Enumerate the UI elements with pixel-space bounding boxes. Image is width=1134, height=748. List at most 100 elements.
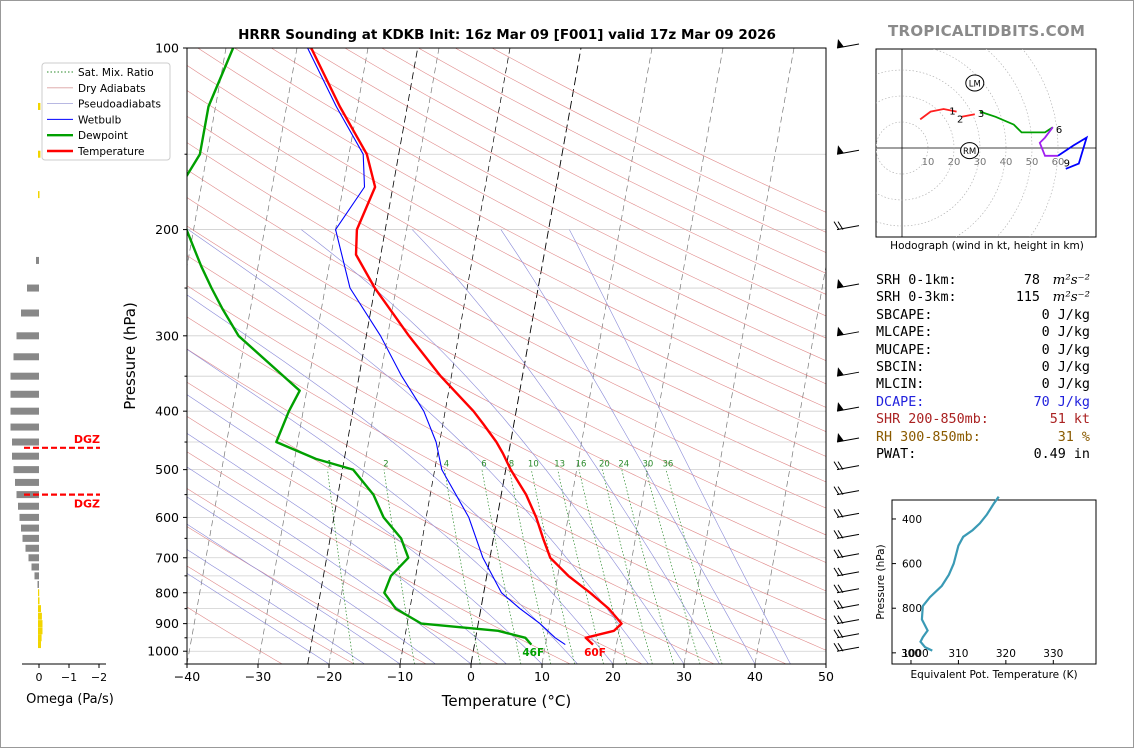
- y-tick-label: 1000: [147, 644, 179, 659]
- mixing-ratio-label: 24: [618, 460, 629, 470]
- omega-axis-label: Omega (Pa/s): [26, 692, 114, 707]
- barb-feather: [833, 549, 840, 559]
- barb-staff: [836, 553, 860, 559]
- x-axis-label: Temperature (°C): [441, 692, 571, 710]
- hodograph-ring: [1022, 49, 1059, 237]
- isotherm-line: [541, 48, 653, 664]
- barb-staff: [836, 633, 860, 639]
- index-value: 0 J/kg: [1041, 359, 1090, 375]
- barb-flag: [837, 39, 844, 48]
- mixing-ratio-label: 10: [528, 460, 539, 470]
- mixing-ratio-line: [557, 469, 604, 664]
- omega-bar: [38, 191, 40, 199]
- theta-e-y-tick-label: 1000: [902, 648, 929, 660]
- pseudoadiabat: [187, 294, 614, 664]
- x-tick-label: 20: [605, 669, 621, 684]
- wind-barb: [836, 39, 860, 49]
- dry-adiabat: [187, 142, 826, 483]
- hodograph-ring-label: 20: [948, 157, 961, 168]
- index-row: SBCAPE: 0 J/kg: [876, 307, 1090, 324]
- hodograph-trace: [1057, 135, 1089, 170]
- isotherm-line: [0, 48, 13, 664]
- pseudoadiabat: [187, 496, 436, 664]
- surface-dewpoint-label: 46F: [522, 647, 544, 659]
- index-value: 115: [1015, 290, 1040, 306]
- theta-e-x-tick-label: 330: [1043, 648, 1063, 660]
- hodograph-ring-label: 40: [1000, 157, 1013, 168]
- omega-bar: [38, 612, 42, 620]
- mixing-ratio-line: [383, 469, 415, 664]
- isotherm-line: [257, 48, 369, 664]
- hodograph-height-label: 3: [978, 109, 984, 120]
- barb-feather: [837, 567, 844, 577]
- isotherm-line: [683, 48, 795, 664]
- wind-barb: [833, 615, 860, 625]
- mixing-ratio-line: [444, 469, 481, 664]
- theta-e-x-tick-label: 300: [901, 648, 921, 660]
- omega-bar: [21, 524, 39, 532]
- wind-barb: [836, 367, 860, 377]
- omega-tick-label: 0: [36, 671, 43, 684]
- hodograph-ring-label: 30: [974, 157, 987, 168]
- wind-barb: [833, 642, 860, 652]
- omega-bar: [10, 423, 39, 431]
- index-value: 31 %: [1057, 429, 1090, 445]
- barb-staff: [836, 619, 860, 625]
- index-row: RH 300-850mb: 31 %: [876, 429, 1090, 446]
- isotherm-line: [470, 48, 582, 664]
- index-label: MUCAPE:: [876, 342, 933, 358]
- hodograph-height-label: 1: [949, 107, 955, 118]
- index-label: SBCIN:: [876, 359, 925, 375]
- y-tick-label: 700: [155, 550, 179, 565]
- mixing-ratio-line: [665, 469, 723, 664]
- barb-feather: [837, 530, 844, 539]
- index-row: MUCAPE: 0 J/kg: [876, 342, 1090, 359]
- theta-e-x-tick-label: 310: [948, 648, 968, 660]
- wind-barb: [836, 402, 860, 412]
- omega-bar: [12, 452, 39, 460]
- background-lines: 1 2 4 6 8 10 13 16 20 24 30 36: [0, 48, 826, 664]
- theta-e-frame: [891, 499, 1097, 665]
- index-row: SBCIN: 0 J/kg: [876, 359, 1090, 376]
- wind-barb: [833, 461, 860, 471]
- pseudoadiabat: [187, 466, 472, 664]
- barb-staff: [836, 512, 860, 518]
- hodograph-ring: [932, 49, 1007, 237]
- y-tick-label: 800: [155, 585, 179, 600]
- mixing-ratio-label: 30: [643, 460, 654, 470]
- theta-e-y-tick-label: 400: [902, 514, 922, 526]
- isotherm-line: [754, 264, 826, 664]
- barb-flag: [837, 367, 844, 377]
- y-tick-label: 900: [155, 616, 179, 631]
- x-tick-label: −20: [316, 669, 342, 684]
- mixing-ratio-line: [602, 469, 653, 664]
- index-label: SHR 200-850mb:: [876, 412, 989, 428]
- omega-bar: [38, 605, 41, 613]
- omega-bar: [18, 502, 39, 510]
- pseudoadiabat: [500, 229, 756, 664]
- wind-barb: [833, 486, 860, 496]
- x-tick-label: −10: [387, 669, 413, 684]
- legend-box: [41, 62, 171, 161]
- pseudoadiabat: [187, 523, 401, 664]
- barb-staff: [836, 490, 860, 496]
- omega-bar: [38, 620, 43, 628]
- dry-adiabat: [307, 48, 826, 317]
- x-tick-label: 40: [747, 669, 763, 684]
- omega-bar: [38, 634, 42, 642]
- wind-barb: [836, 433, 860, 443]
- barb-feather: [833, 509, 840, 518]
- dry-adiabat: [187, 348, 787, 664]
- legend-label: Pseudoadiabats: [78, 99, 161, 111]
- index-row: m²s⁻² SRH 0-1km: 78: [876, 272, 1090, 289]
- barb-feather: [837, 509, 844, 518]
- barb-flag: [837, 402, 844, 412]
- storm-motion-label: RM: [963, 147, 976, 157]
- omega-bar: [13, 353, 39, 361]
- dry-adiabat: [187, 316, 826, 651]
- barb-feather: [833, 584, 840, 594]
- x-tick-label: 10: [534, 669, 550, 684]
- barb-feather: [837, 549, 844, 559]
- dgz-label: DGZ: [74, 498, 100, 511]
